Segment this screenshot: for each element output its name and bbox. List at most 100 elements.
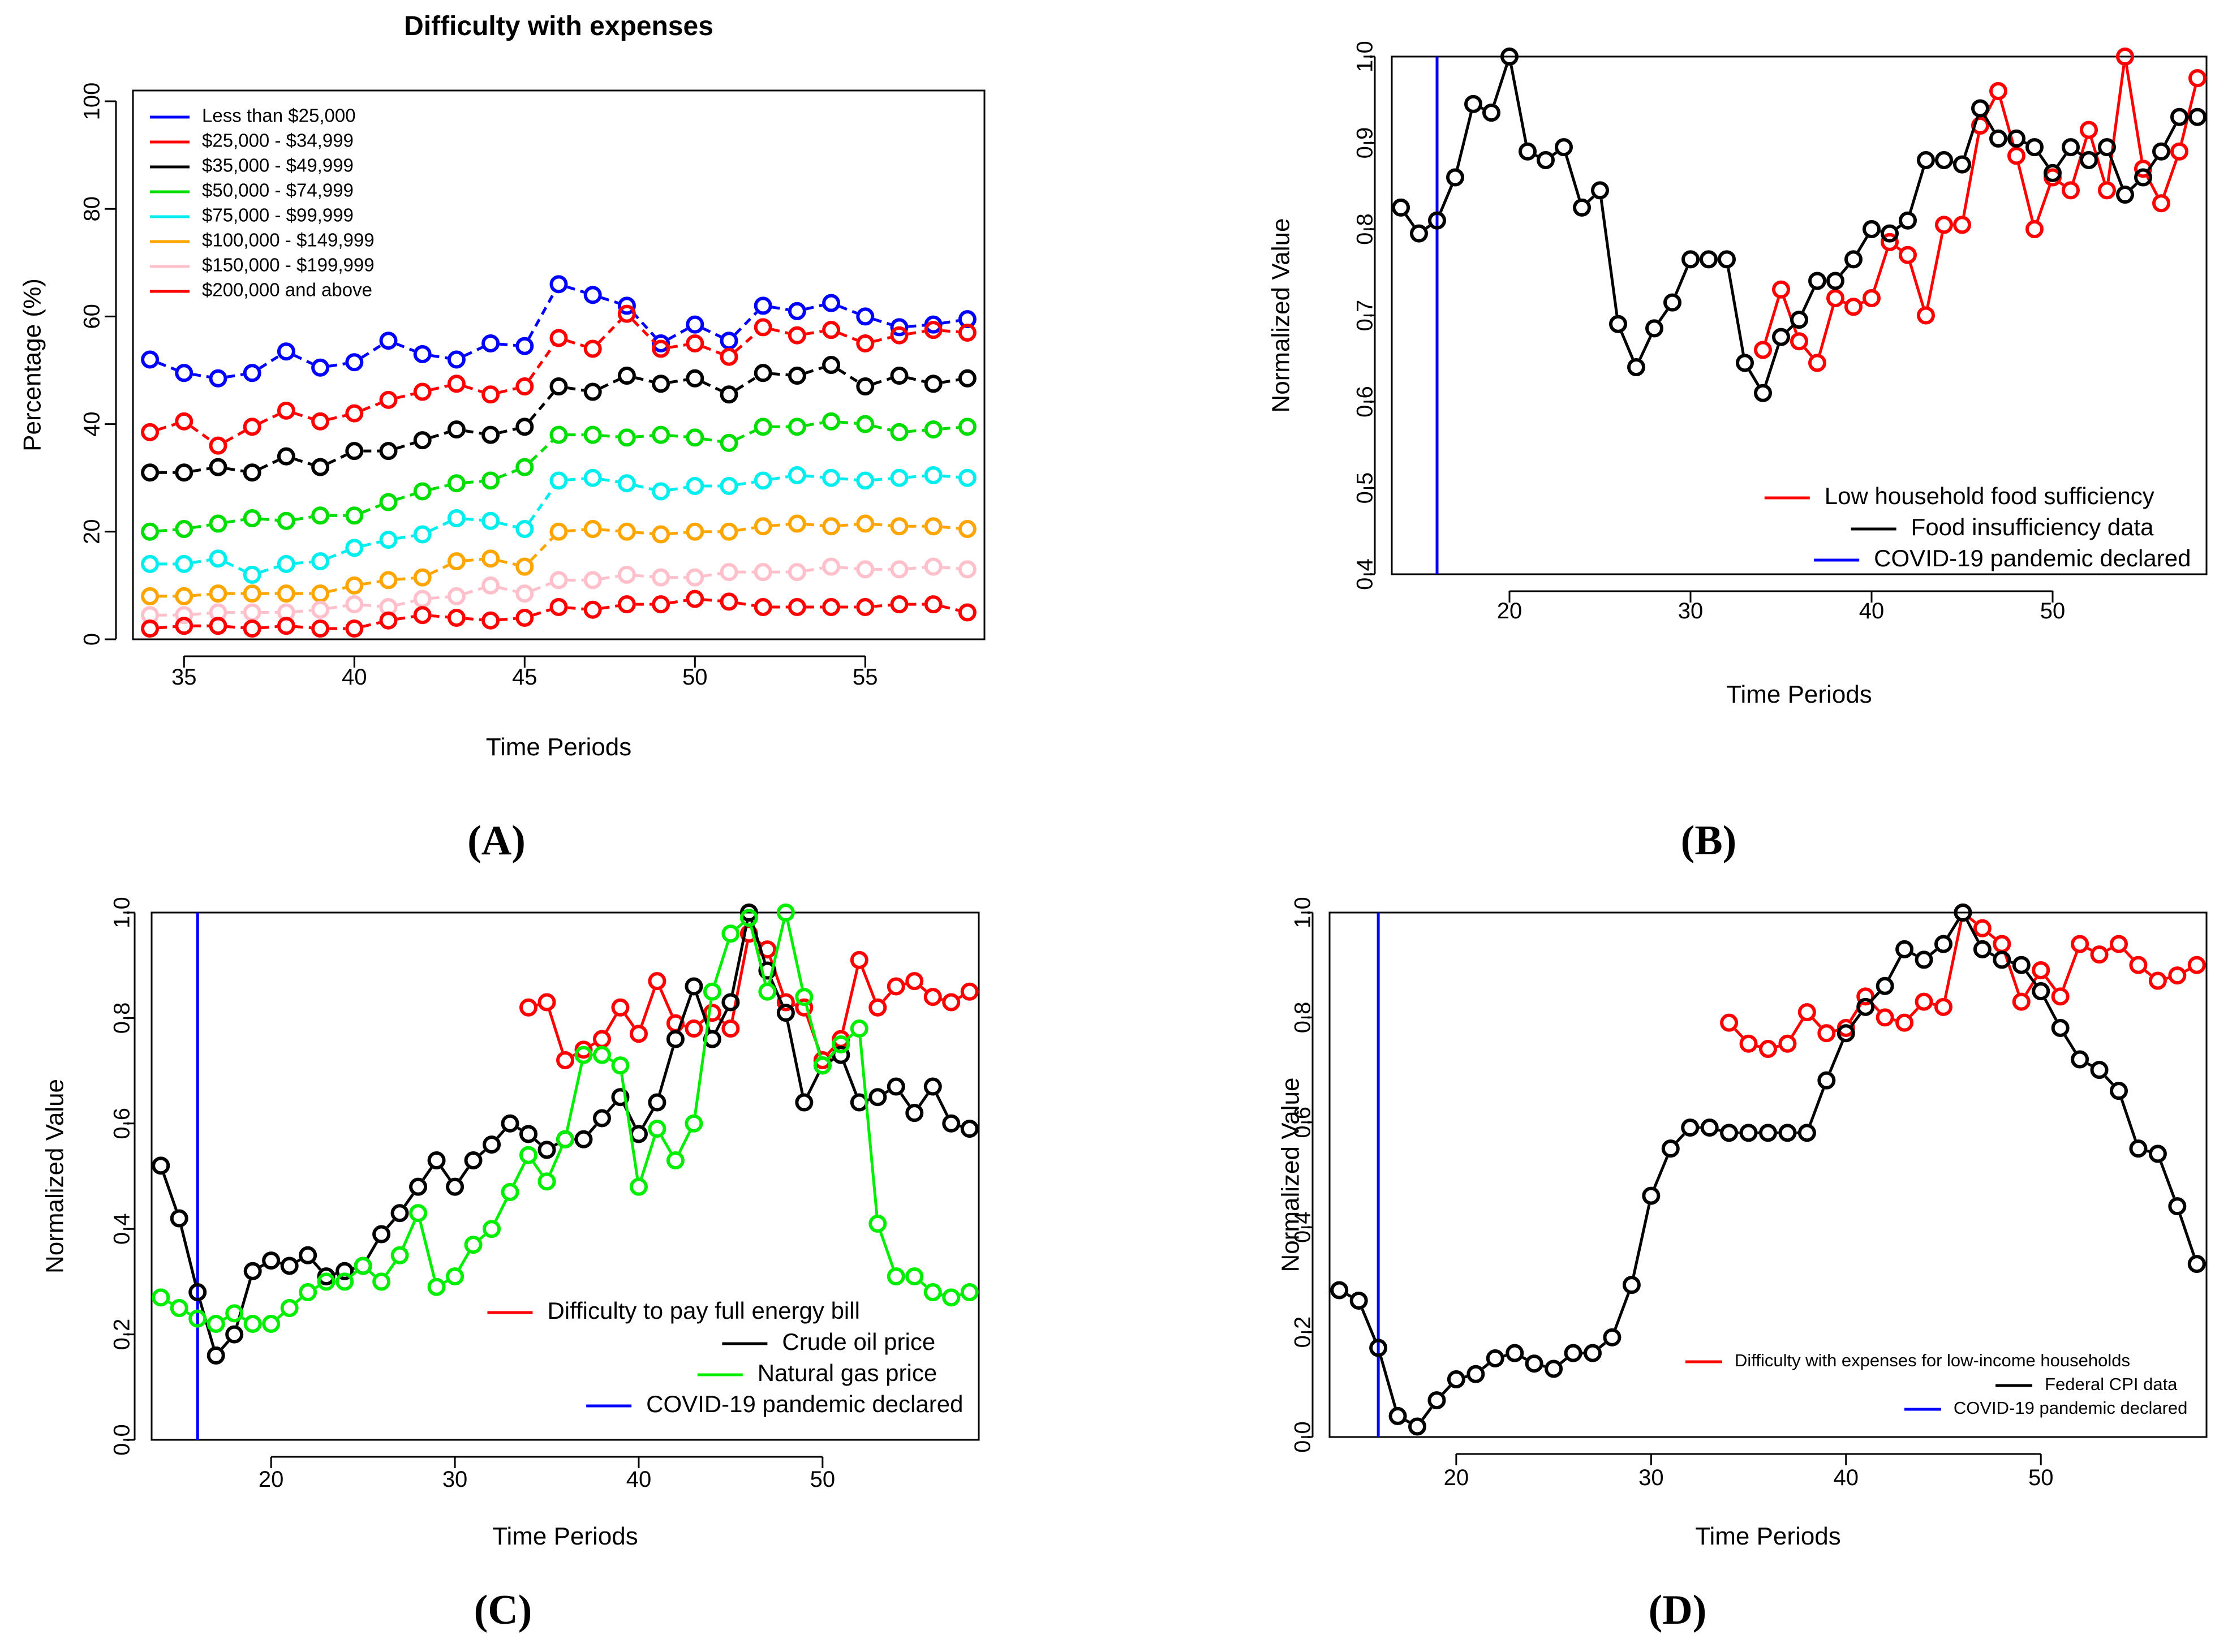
- series-segment: [738, 603, 754, 606]
- series-segment: [531, 538, 552, 560]
- series-segment: [466, 519, 481, 520]
- data-point: [892, 519, 907, 534]
- data-point: [595, 1032, 609, 1047]
- data-point: [279, 557, 294, 571]
- series-segment: [831, 1060, 833, 1061]
- series-segment: [2161, 1162, 2174, 1198]
- x-tick-label: 45: [512, 665, 537, 690]
- data-point: [2172, 110, 2187, 124]
- series-100-000-149-999: [143, 517, 975, 604]
- data-point: [1900, 213, 1915, 228]
- series-segment: [840, 333, 857, 340]
- legend-label: $25,000 - $34,999: [202, 130, 354, 151]
- data-point: [1761, 1125, 1775, 1140]
- data-point: [687, 570, 702, 585]
- series-segment: [661, 990, 672, 1015]
- series-segment: [1766, 298, 1779, 341]
- series-segment: [227, 375, 243, 377]
- series-segment: [500, 389, 516, 393]
- series-segment: [222, 1341, 228, 1349]
- series-segment: [550, 1147, 562, 1173]
- series-segment: [518, 1128, 521, 1130]
- data-point: [824, 296, 838, 311]
- data-point: [143, 589, 157, 604]
- data-point: [723, 926, 738, 941]
- series-segment: [1874, 251, 1887, 290]
- series-segment: [1945, 922, 1961, 999]
- series-segment: [227, 626, 243, 627]
- data-point: [177, 589, 191, 604]
- data-point: [209, 1317, 223, 1331]
- y-tick-label: 0.6: [110, 1108, 135, 1139]
- series-segment: [874, 605, 890, 606]
- data-point: [852, 1021, 867, 1036]
- data-point: [870, 1090, 885, 1104]
- data-point: [1919, 308, 1933, 323]
- data-point: [521, 1148, 536, 1163]
- data-point: [1800, 1125, 1814, 1140]
- data-point: [962, 984, 977, 999]
- series-segment: [1841, 266, 1847, 274]
- series-segment: [1805, 349, 1811, 356]
- data-point: [449, 610, 464, 625]
- series-segment: [636, 575, 652, 577]
- y-tick-label: 0.4: [110, 1213, 135, 1245]
- data-point: [552, 600, 566, 614]
- series-difficulty-to-pay-full-energy-bill: [521, 926, 977, 1068]
- series-segment: [806, 423, 823, 425]
- data-point: [1792, 334, 1807, 349]
- data-point: [892, 471, 907, 485]
- series-segment: [431, 522, 448, 531]
- y-tick-label: 20: [80, 519, 105, 545]
- data-point: [449, 376, 464, 391]
- series-segment: [736, 312, 757, 334]
- series-segment: [601, 298, 618, 303]
- data-point: [143, 425, 157, 440]
- data-point: [620, 368, 634, 383]
- legend-label: COVID-19 pandemic declared: [646, 1391, 963, 1417]
- data-point: [517, 586, 532, 601]
- data-point: [858, 473, 872, 488]
- data-point: [631, 1126, 646, 1141]
- series-segment: [921, 987, 926, 991]
- series-segment: [2037, 186, 2049, 221]
- data-point: [2154, 144, 2169, 159]
- data-point: [960, 371, 975, 386]
- series-segment: [874, 337, 891, 341]
- data-point: [620, 567, 634, 582]
- data-point: [552, 379, 566, 394]
- data-point: [1468, 1367, 1483, 1382]
- series-segment: [314, 1262, 320, 1270]
- series-segment: [874, 479, 890, 480]
- series-segment: [480, 1151, 485, 1155]
- y-axis-label: Normalized Value: [41, 1079, 69, 1274]
- series-segment: [1911, 169, 1924, 212]
- series-segment: [806, 476, 822, 477]
- series-segment: [1861, 302, 1863, 303]
- series-segment: [670, 600, 686, 603]
- series-segment: [901, 1094, 909, 1105]
- data-point: [483, 473, 498, 488]
- data-point: [153, 1158, 168, 1173]
- data-point: [586, 385, 600, 399]
- x-tick-label: 20: [259, 1467, 284, 1492]
- data-point: [411, 1206, 425, 1220]
- data-point: [1864, 291, 1879, 306]
- data-point: [586, 471, 600, 485]
- data-point: [172, 1211, 187, 1226]
- series-segment: [191, 427, 210, 440]
- series-segment: [602, 479, 618, 482]
- series-segment: [703, 347, 720, 354]
- legend-label: Food insufficiency data: [1911, 514, 2154, 540]
- data-point: [1410, 1419, 1425, 1434]
- series-segment: [959, 996, 962, 998]
- data-point: [2081, 123, 2096, 137]
- data-point: [1741, 1036, 1756, 1051]
- data-point: [1975, 921, 1990, 936]
- data-point: [347, 444, 362, 458]
- data-point: [483, 514, 498, 528]
- series-segment: [1589, 196, 1594, 201]
- series-segment: [260, 356, 278, 368]
- series-segment: [432, 616, 448, 617]
- series-segment: [642, 990, 654, 1025]
